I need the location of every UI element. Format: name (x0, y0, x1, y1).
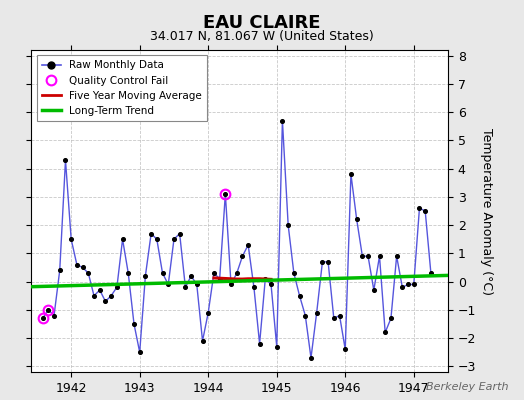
Point (113, 284, 121, 290)
Point (250, 284, 258, 290)
Point (67, 236, 75, 242)
Point (369, 287, 378, 293)
Point (152, 236, 161, 242)
Point (410, 281, 418, 288)
Point (147, 230, 155, 237)
Point (90, 292, 98, 299)
Point (324, 259, 332, 265)
Point (198, 338, 206, 344)
Point (427, 270, 435, 276)
Point (141, 273, 149, 279)
Point (130, 321, 138, 327)
Point (290, 270, 298, 276)
Point (261, 276, 269, 282)
Point (227, 281, 235, 288)
Point (398, 284, 407, 290)
Point (61, 157, 70, 163)
Point (318, 259, 326, 265)
Point (284, 222, 292, 228)
Point (307, 355, 315, 361)
Point (221, 191, 230, 197)
Point (312, 310, 321, 316)
Point (38, 315, 47, 322)
Point (244, 242, 253, 248)
Point (272, 343, 281, 350)
Point (124, 270, 133, 276)
Point (353, 216, 361, 223)
Point (79, 264, 87, 271)
Point (176, 230, 184, 237)
Point (107, 292, 115, 299)
Point (44, 307, 52, 313)
Point (233, 270, 241, 276)
Point (364, 253, 372, 259)
Point (415, 205, 423, 211)
Text: 34.017 N, 81.067 W (United States): 34.017 N, 81.067 W (United States) (150, 30, 374, 43)
Point (215, 276, 224, 282)
Point (335, 312, 344, 319)
Point (204, 310, 212, 316)
Point (330, 315, 338, 322)
Point (73, 262, 81, 268)
Legend: Raw Monthly Data, Quality Control Fail, Five Year Moving Average, Long-Term Tren: Raw Monthly Data, Quality Control Fail, … (37, 55, 207, 121)
Point (95, 287, 104, 293)
Point (158, 270, 167, 276)
Point (267, 281, 275, 288)
Point (421, 208, 429, 214)
Point (301, 312, 310, 319)
Text: Berkeley Earth: Berkeley Earth (426, 382, 508, 392)
Point (278, 118, 287, 124)
Point (255, 340, 264, 347)
Point (347, 171, 355, 178)
Point (358, 253, 367, 259)
Point (164, 281, 172, 288)
Point (136, 349, 144, 356)
Point (193, 281, 201, 288)
Point (170, 236, 178, 242)
Point (392, 253, 401, 259)
Point (56, 267, 64, 274)
Point (238, 253, 247, 259)
Point (101, 298, 110, 304)
Point (187, 273, 195, 279)
Point (84, 270, 93, 276)
Text: EAU CLAIRE: EAU CLAIRE (203, 14, 321, 32)
Point (381, 329, 389, 336)
Point (210, 270, 218, 276)
Point (50, 312, 58, 319)
Point (181, 284, 190, 290)
Point (341, 346, 350, 353)
Point (375, 253, 384, 259)
Point (296, 292, 304, 299)
Point (118, 236, 127, 242)
Point (387, 315, 395, 322)
Point (404, 281, 412, 288)
Y-axis label: Temperature Anomaly (°C): Temperature Anomaly (°C) (480, 128, 493, 294)
